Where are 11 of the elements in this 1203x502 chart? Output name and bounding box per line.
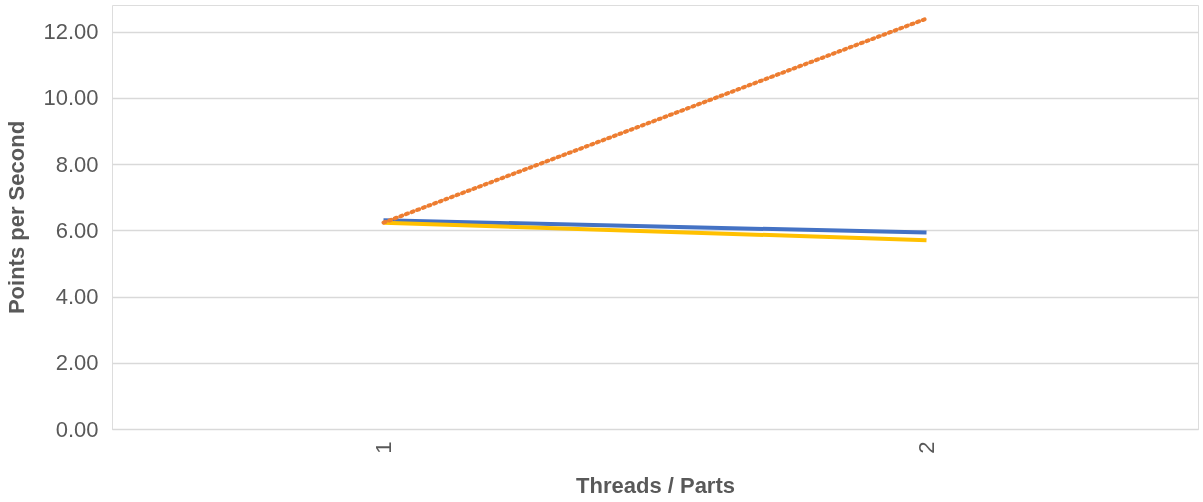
y-tick-label: 2.00 [55, 350, 99, 376]
x-axis-title: Threads / Parts [576, 472, 735, 498]
y-tick-label: 4.00 [55, 284, 99, 309]
x-tick-label: 1 [371, 441, 396, 454]
y-tick-label: 6.00 [55, 217, 99, 243]
y-tick-label: 12.00 [43, 19, 99, 44]
y-axis-title: Points per Second [4, 120, 30, 315]
x-tick-label: 2 [914, 441, 939, 454]
y-tick-label: 10.00 [43, 85, 99, 111]
y-tick-label: 8.00 [55, 151, 99, 177]
y-tick-label: 0.00 [55, 416, 99, 442]
